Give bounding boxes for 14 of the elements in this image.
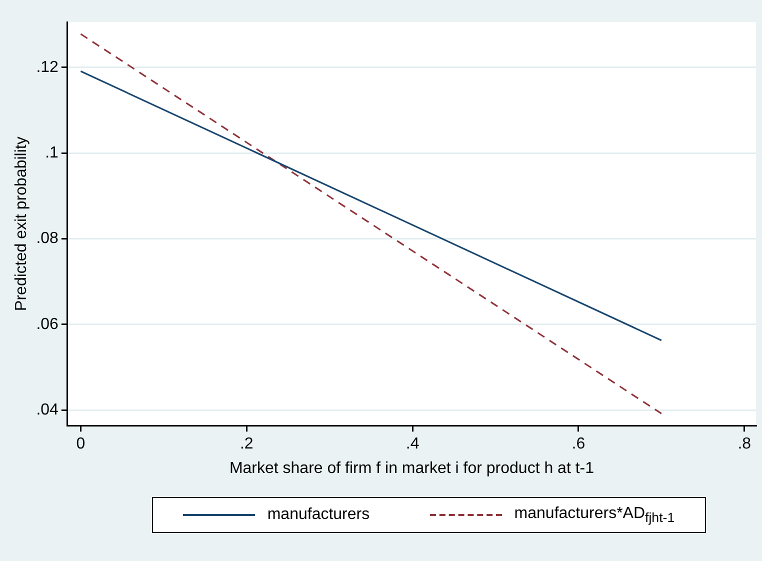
y-tick-label: .08: [36, 230, 59, 248]
y-axis-title: Predicted exit probability: [13, 136, 30, 311]
x-axis-title: Market share of firm f in market i for product h at t-1: [229, 460, 594, 477]
x-tick-label: .8: [738, 436, 752, 453]
x-tick-label: 0: [76, 436, 86, 453]
x-tick-label: .2: [240, 436, 254, 453]
y-tick-label: .12: [36, 58, 59, 76]
legend-label: manufacturers: [267, 506, 370, 524]
legend-label: manufacturers*AD$_{fjht-1}$: [514, 504, 675, 526]
y-tick-label: .06: [36, 316, 59, 333]
x-tick-label: .4: [406, 436, 420, 453]
x-tick-label: .6: [572, 436, 586, 453]
y-tick-label: .1: [45, 144, 59, 162]
y-tick-label: .04: [36, 402, 59, 419]
